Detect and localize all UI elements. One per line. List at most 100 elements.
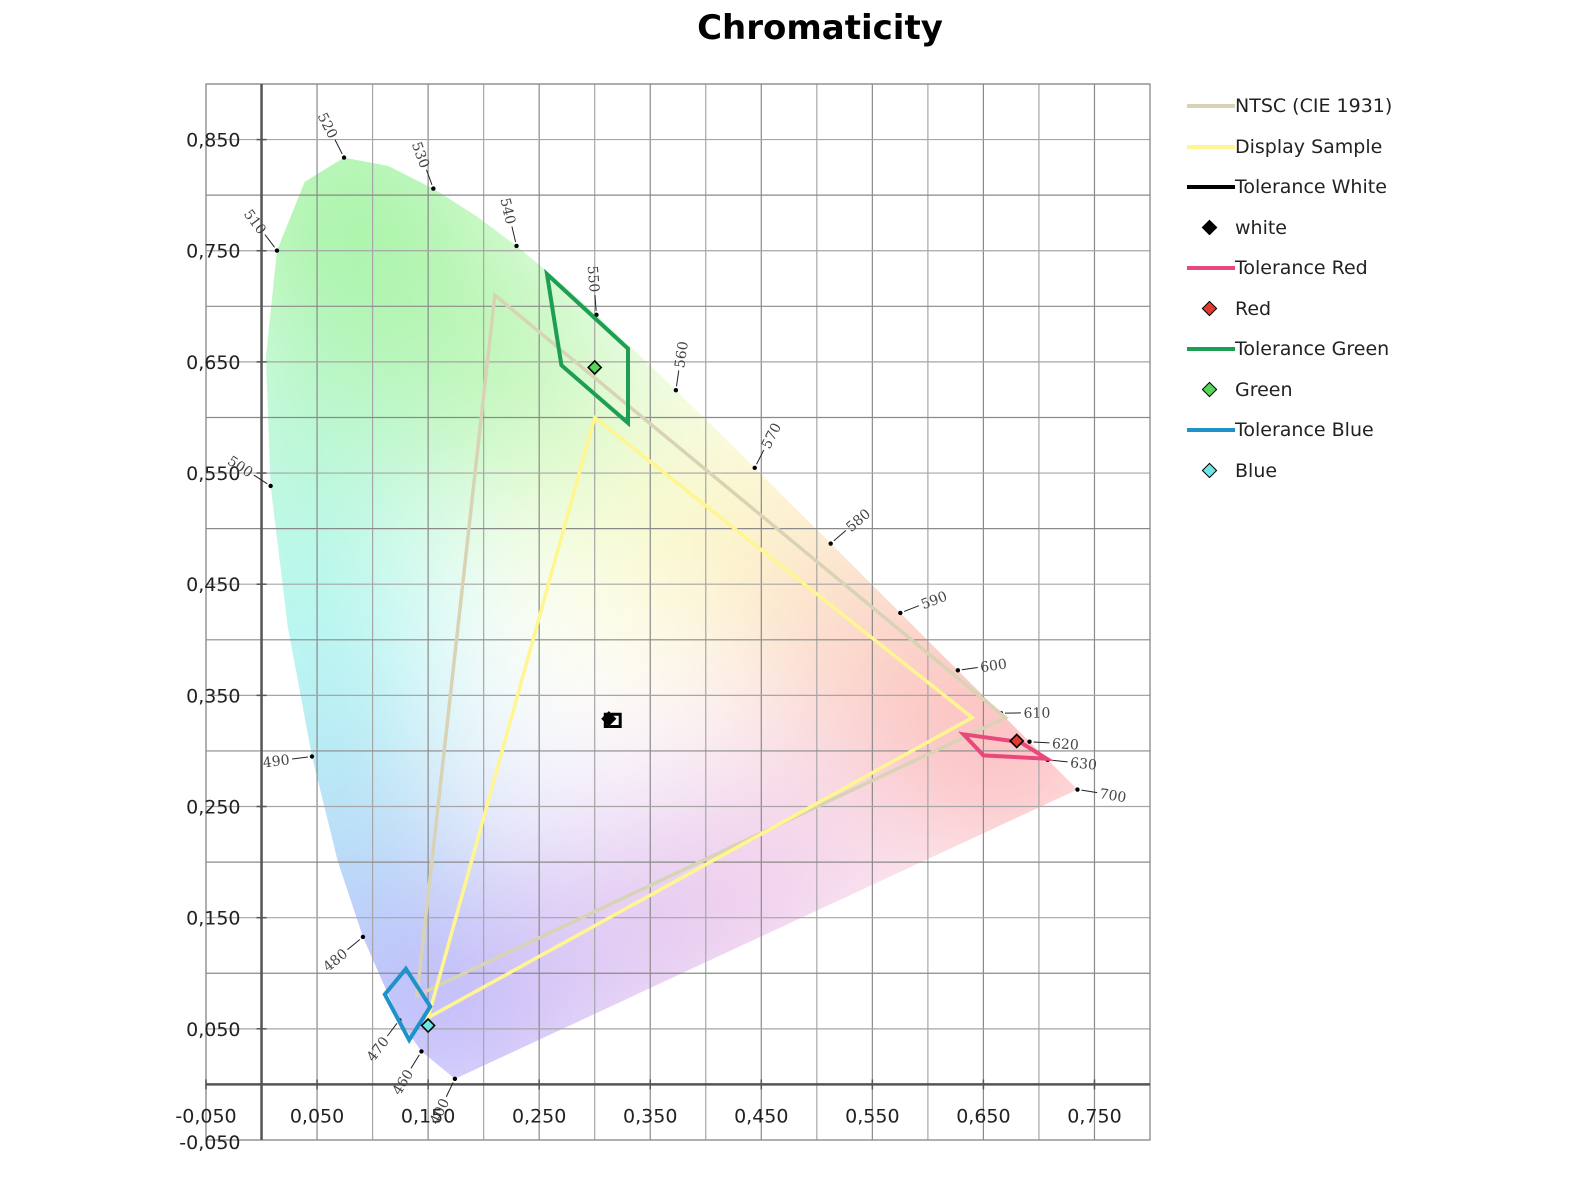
x-tick-label: 0,550 — [845, 1105, 899, 1127]
legend-line-swatch — [1187, 144, 1235, 149]
wavelength-dot — [452, 1076, 458, 1082]
wavelength-label: 600 — [979, 656, 1008, 676]
wavelength-dot — [514, 243, 519, 249]
legend-marker-swatch — [1201, 219, 1218, 236]
wavelength-label: 520 — [314, 110, 340, 141]
legend-swatch — [1185, 380, 1235, 400]
marker-blue — [420, 1017, 436, 1034]
axes: -0,050 0,050 0,150 0,250 0,350 0,450 0,550 0,65… — [175, 84, 1150, 1154]
marker-white — [601, 711, 617, 727]
legend-item-blue: Blue — [1185, 451, 1485, 492]
x-tick-label: 0,450 — [734, 1105, 788, 1127]
legend-item-tolerance-green: Tolerance Green — [1185, 329, 1485, 370]
legend-label: NTSC (CIE 1931) — [1235, 95, 1393, 118]
legend-item-display-sample: Display Sample — [1185, 127, 1485, 168]
wavelength-tick — [1033, 741, 1050, 744]
y-tick-label: 0,050 — [186, 1019, 240, 1041]
series-ntsc-cie-1931 — [414, 291, 1009, 999]
legend-label: Tolerance Red — [1235, 257, 1368, 280]
legend-swatch — [1185, 177, 1235, 197]
legend-label: Tolerance White — [1235, 176, 1387, 199]
wavelength-label: 580 — [843, 506, 874, 536]
wavelength-label: 630 — [1069, 755, 1097, 774]
wavelength-dot — [828, 541, 833, 546]
x-tick-label: 0,750 — [1067, 1105, 1121, 1127]
x-tick-label: 0,250 — [512, 1105, 566, 1127]
wavelength-label: 550 — [584, 265, 602, 293]
legend-line-swatch — [1187, 185, 1235, 190]
series-tolerance-red — [958, 731, 1055, 762]
legend-line-swatch — [1187, 347, 1235, 352]
legend-line-swatch — [1187, 266, 1235, 271]
wavelength-dot — [268, 483, 273, 489]
y-tick-label: 0,450 — [186, 574, 240, 596]
wavelength-label: 620 — [1052, 736, 1080, 754]
x-tick-label: 0,150 — [401, 1105, 455, 1127]
series-display-sample — [425, 414, 976, 1022]
y-tick-label: 0,550 — [186, 463, 240, 485]
legend-marker-swatch — [1201, 462, 1218, 479]
y-tick-label: 0,850 — [186, 130, 240, 152]
legend: NTSC (CIE 1931) Display Sample Tolerance W… — [1185, 86, 1485, 491]
legend-label: Red — [1235, 297, 1272, 320]
wavelength-label: 560 — [672, 340, 692, 369]
wavelength-tick — [264, 234, 275, 248]
origin-y-label: -0,050 — [179, 1132, 240, 1154]
wavelength-label: 460 — [390, 1067, 418, 1098]
legend-item-ntsc-cie-1931: NTSC (CIE 1931) — [1185, 86, 1485, 127]
marker-red — [1009, 733, 1025, 749]
legend-label: Tolerance Green — [1235, 338, 1390, 361]
y-tick-label: 0,750 — [186, 241, 240, 263]
legend-item-red: Red — [1185, 289, 1485, 330]
chart-title: Chromaticity — [697, 8, 943, 48]
legend-item-white: white — [1185, 208, 1485, 249]
wavelength-tick — [410, 1054, 420, 1069]
wavelength-dot — [309, 754, 315, 759]
legend-item-tolerance-blue: Tolerance Blue — [1185, 410, 1485, 451]
wavelength-tick — [347, 939, 361, 951]
wavelength-label: 540 — [496, 196, 518, 226]
legend-label: Tolerance Blue — [1235, 419, 1374, 442]
legend-label: Display Sample — [1235, 135, 1383, 158]
wavelength-tick — [511, 226, 517, 243]
legend-swatch — [1185, 258, 1235, 278]
x-tick-label: 0,050 — [290, 1105, 344, 1127]
legend-swatch — [1185, 137, 1235, 157]
legend-swatch — [1185, 461, 1235, 481]
marker-green — [587, 359, 603, 376]
y-tick-label: 0,250 — [186, 797, 240, 819]
wavelength-label: 610 — [1024, 706, 1051, 722]
legend-swatch — [1185, 299, 1235, 319]
wavelength-tick — [386, 1023, 398, 1037]
y-tick-label: 0,150 — [186, 908, 240, 930]
wavelength-label: 490 — [262, 752, 290, 771]
wavelength-label: 480 — [320, 946, 351, 975]
wavelength-label: 470 — [364, 1034, 393, 1065]
wavelength-label: 590 — [919, 589, 950, 614]
wavelength-dot — [274, 248, 280, 253]
wavelength-tick — [756, 449, 765, 465]
wavelength-dot — [673, 388, 679, 393]
legend-label: Blue — [1235, 459, 1278, 482]
wavelength-tick — [594, 294, 597, 311]
wavelength-dot — [431, 186, 436, 191]
wavelength-tick — [675, 370, 680, 387]
x-tick-label: -0,050 — [175, 1105, 236, 1127]
legend-item-green: Green — [1185, 370, 1485, 411]
wavelength-labels: 4004604704804905005105205305405505605705… — [224, 110, 1127, 1127]
wavelength-dot — [1075, 787, 1080, 792]
x-tick-label: 0,350 — [623, 1105, 677, 1127]
legend-swatch — [1185, 218, 1235, 238]
legend-label: Green — [1235, 378, 1293, 401]
legend-line-swatch — [1187, 104, 1235, 109]
legend-marker-swatch — [1201, 300, 1218, 317]
wavelength-label: 700 — [1098, 786, 1127, 806]
wavelength-tick — [1081, 789, 1098, 794]
legend-item-tolerance-white: Tolerance White — [1185, 167, 1485, 208]
wavelength-dot — [341, 155, 347, 160]
y-tick-label: 0,650 — [186, 352, 240, 374]
grid — [205, 83, 1151, 1141]
legend-line-swatch — [1187, 428, 1235, 433]
legend-swatch — [1185, 96, 1235, 116]
x-tick-label: 0,650 — [956, 1105, 1010, 1127]
